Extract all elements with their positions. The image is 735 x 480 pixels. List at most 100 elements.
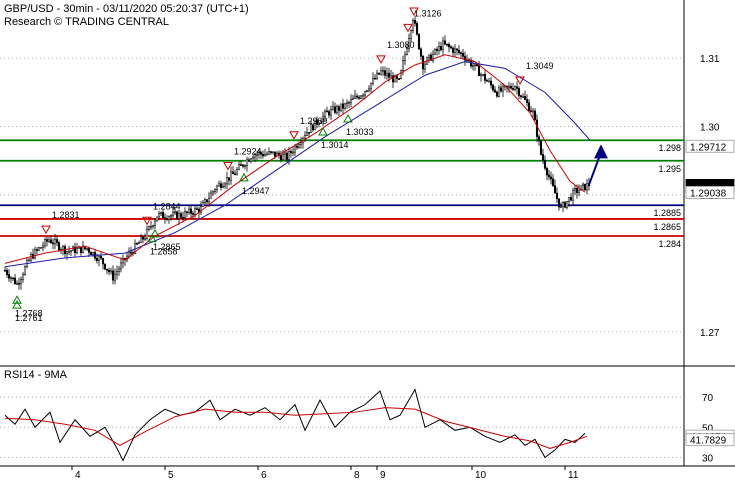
- candlestick-series: [3, 16, 591, 290]
- candle-body: [357, 96, 361, 99]
- candle-body: [7, 274, 11, 279]
- pivot-low-marker: [12, 295, 22, 304]
- level-label: 1.295: [658, 164, 681, 174]
- candle-body: [221, 185, 225, 188]
- candle-body: [363, 91, 367, 96]
- candle-body: [575, 187, 579, 193]
- candle-body: [367, 88, 371, 91]
- candle-body: [461, 52, 465, 57]
- candle-body: [485, 80, 489, 82]
- candle-body: [79, 246, 83, 253]
- candle-body: [297, 144, 301, 148]
- candle-body: [245, 159, 249, 167]
- candle-body: [173, 211, 177, 214]
- candle-body: [571, 189, 575, 201]
- candle-body: [267, 151, 271, 155]
- candle-body: [403, 54, 407, 61]
- candle-body: [217, 183, 221, 187]
- candle-body: [203, 199, 207, 203]
- chart-title: GBP/USD - 30min - 03/11/2020 05:20:37 (U…: [4, 3, 249, 15]
- candle-body: [269, 151, 273, 153]
- candle-body: [61, 246, 65, 250]
- candle-body: [565, 200, 569, 208]
- candle-body: [259, 152, 263, 155]
- candle-body: [483, 74, 487, 81]
- price-tick-label: 1.30: [700, 123, 720, 134]
- candle-body: [21, 274, 25, 280]
- x-tick-label: 4: [75, 470, 81, 480]
- pivot-high-marker: [409, 7, 419, 16]
- candle-body: [271, 151, 275, 154]
- candle-body: [409, 30, 413, 39]
- candle-body: [435, 48, 439, 51]
- candle-body: [215, 185, 219, 190]
- candle-body: [529, 110, 533, 113]
- candle-body: [137, 242, 141, 244]
- rsi-tag: 41.7829: [690, 436, 727, 447]
- candle-body: [91, 252, 95, 255]
- candle-body: [139, 236, 143, 243]
- candle-body: [329, 108, 333, 116]
- candle-body: [521, 96, 525, 98]
- candle-body: [193, 208, 197, 215]
- candle-body: [561, 202, 565, 207]
- candle-body: [45, 239, 49, 242]
- candle-body: [455, 48, 459, 51]
- candle-body: [313, 119, 317, 131]
- candle-body: [255, 154, 259, 156]
- candle-body: [43, 239, 47, 247]
- candle-body: [265, 153, 269, 156]
- level-label: 1.298: [658, 143, 681, 153]
- candle-body: [369, 82, 373, 90]
- candle-body: [279, 155, 283, 161]
- candle-body: [263, 153, 267, 157]
- candle-body: [349, 99, 353, 103]
- candle-body: [481, 74, 485, 76]
- candle-body: [13, 277, 17, 285]
- candle-body: [103, 263, 107, 270]
- candle-body: [437, 46, 441, 51]
- candle-body: [475, 63, 479, 67]
- moving-averages: [4, 54, 608, 268]
- candle-body: [261, 153, 265, 157]
- pivot-label: 1.2924: [234, 147, 262, 157]
- candle-body: [537, 136, 541, 142]
- candle-body: [223, 183, 227, 187]
- candle-body: [563, 202, 567, 208]
- candle-body: [451, 47, 455, 53]
- candle-body: [359, 95, 363, 99]
- candle-body: [377, 72, 381, 75]
- pivot-label: 1.3049: [526, 61, 554, 71]
- pivot-low-marker: [239, 172, 249, 182]
- pivot-high-marker: [376, 55, 386, 64]
- pivot-high-marker: [223, 162, 233, 171]
- candle-body: [315, 119, 319, 125]
- candle-body: [525, 99, 529, 103]
- candle-body: [449, 46, 453, 49]
- price-tick-label: 1.31: [700, 54, 720, 65]
- candle-body: [109, 270, 113, 273]
- candle-body: [433, 48, 437, 55]
- candle-body: [567, 197, 571, 202]
- candle-body: [407, 38, 411, 49]
- candle-body: [385, 72, 389, 76]
- candle-body: [65, 251, 69, 255]
- candle-body: [341, 103, 345, 109]
- candle-body: [577, 189, 581, 193]
- candle-body: [399, 70, 403, 79]
- candle-body: [347, 102, 351, 104]
- x-tick-label: 8: [354, 470, 360, 480]
- x-tick-label: 9: [380, 470, 386, 480]
- candle-body: [249, 158, 253, 162]
- candle-body: [281, 154, 285, 161]
- pivot-low-marker: [343, 113, 353, 123]
- candle-body: [195, 208, 199, 210]
- candle-body: [507, 86, 511, 88]
- candle-body: [365, 90, 369, 92]
- x-tick-label: 10: [475, 470, 487, 480]
- pivot-label: 1.2947: [242, 186, 270, 196]
- candle-body: [417, 33, 421, 50]
- candle-body: [141, 236, 145, 240]
- candle-body: [147, 226, 151, 230]
- candle-body: [163, 217, 167, 220]
